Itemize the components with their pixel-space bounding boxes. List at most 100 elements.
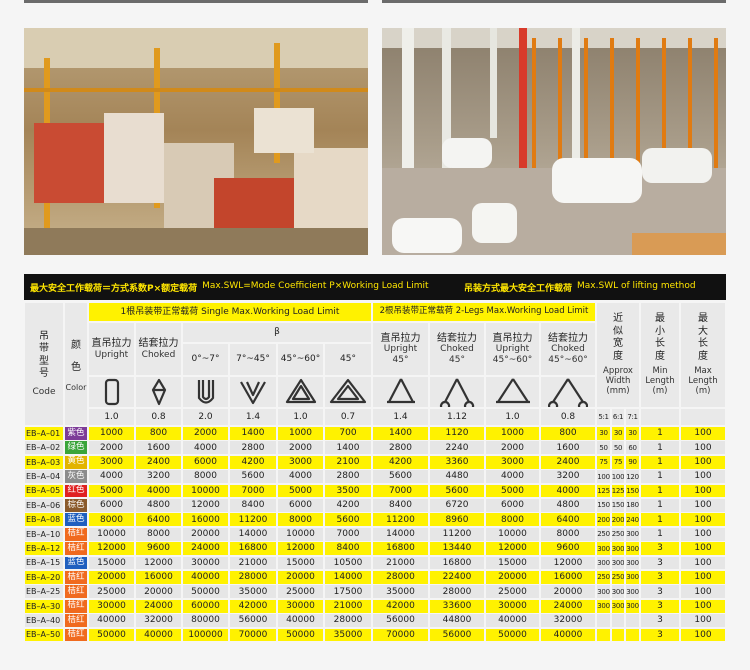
load-value: 12000 <box>553 557 583 568</box>
load-cell: 44800 <box>430 614 484 628</box>
width-cell: 250 <box>597 527 610 541</box>
sling-icon <box>278 377 323 407</box>
banner-part: 最大安全工作载荷＝方式系数P×额定载荷 Max.SWL=Mode Coeffici… <box>30 281 460 294</box>
load-value: 40000 <box>286 615 315 626</box>
load-cell: 21000 <box>325 599 371 613</box>
width-value: 150 <box>626 487 639 496</box>
width-cell: 300 <box>612 599 624 613</box>
coefficient: 0.8 <box>136 409 181 425</box>
max-value: 100 <box>694 557 712 568</box>
load-cell: 1000 <box>278 427 323 440</box>
load-value: 5600 <box>445 485 469 496</box>
load-cell: 20000 <box>183 527 228 541</box>
sling-icon <box>430 377 484 407</box>
load-value: 28000 <box>238 572 268 583</box>
max-cell: 100 <box>681 585 725 599</box>
color-cell: 红色 <box>65 484 87 498</box>
min-value: 3 <box>657 601 663 612</box>
load-value: 4200 <box>336 500 360 511</box>
icon <box>495 378 530 404</box>
coefficient: 1.4 <box>230 409 276 425</box>
load-cell: 40000 <box>89 614 134 628</box>
load-cell: 2100 <box>325 455 371 469</box>
color-cell: 绿色 <box>65 441 87 455</box>
width-value: 300 <box>597 587 610 596</box>
icon-path <box>495 378 530 404</box>
load-cell: 16800 <box>230 542 276 556</box>
load-value: 800 <box>559 428 577 439</box>
coefficient: 2.0 <box>183 409 228 425</box>
code-value: EB–A–08 <box>26 515 61 525</box>
load-value: 4200 <box>241 457 265 468</box>
load-value: 50000 <box>286 629 315 640</box>
load-cell: 4200 <box>373 455 428 469</box>
sling-icon <box>373 377 428 407</box>
load-value: 56000 <box>238 615 268 626</box>
width-value: 125 <box>597 487 610 496</box>
load-cell: 28000 <box>373 571 428 584</box>
load-value: 25000 <box>498 586 527 597</box>
sling-icon <box>230 377 276 407</box>
color-cell: 桔红 <box>65 527 87 541</box>
load-value: 5000 <box>501 485 524 496</box>
code-value: EB–A–06 <box>26 500 61 510</box>
width-value: 250 <box>612 530 624 539</box>
load-value: 4000 <box>501 471 524 482</box>
column-label: 结套拉力 <box>548 332 588 344</box>
load-value: 4200 <box>389 457 412 468</box>
color-value: 桔红 <box>67 614 85 625</box>
width-value: 300 <box>612 587 624 596</box>
load-cell: 4000 <box>89 470 134 484</box>
load-value: 20000 <box>553 586 583 597</box>
coefficient: 1.0 <box>278 409 323 425</box>
load-value: 8000 <box>147 529 170 540</box>
load-value: 14000 <box>386 529 415 540</box>
max-cell: 100 <box>681 556 725 570</box>
color-cell: 灰色 <box>65 470 87 484</box>
icon <box>439 378 475 407</box>
min-cell: 1 <box>641 427 679 440</box>
column-label: 最大长度 <box>698 313 708 362</box>
width-value: 125 <box>612 487 624 496</box>
load-value: 6400 <box>147 514 170 525</box>
min-value: 3 <box>657 615 663 626</box>
load-value: 2000 <box>100 442 123 453</box>
load-cell: 14000 <box>230 527 276 541</box>
load-cell: 1400 <box>373 427 428 440</box>
load-cell: 3000 <box>486 455 539 469</box>
width-cell: 300 <box>612 585 624 599</box>
min-cell: 1 <box>641 441 679 455</box>
min-cell: 3 <box>641 571 679 584</box>
sling-icon <box>136 377 181 407</box>
load-cell: 100000 <box>183 628 228 642</box>
load-value: 9600 <box>147 543 170 554</box>
color-cell: 桔红 <box>65 599 87 613</box>
color-value: 桔红 <box>67 571 85 582</box>
color-value: 黄色 <box>67 456 85 467</box>
coefficient: 0.7 <box>325 409 371 425</box>
column-header: 近似宽度 Approx Width (mm) <box>597 303 639 407</box>
load-cell: 700 <box>325 427 371 440</box>
load-cell: 20000 <box>486 571 539 584</box>
min-cell: 3 <box>641 542 679 556</box>
load-value: 28000 <box>442 586 472 597</box>
column-label: (m) <box>652 385 668 396</box>
width-cell: 300 <box>626 527 639 541</box>
load-cell: 10000 <box>486 527 539 541</box>
load-value: 2240 <box>445 442 469 453</box>
load-value: 21000 <box>238 557 268 568</box>
load-value: 4000 <box>100 471 123 482</box>
load-value: 11200 <box>386 514 415 525</box>
load-cell: 8000 <box>136 527 181 541</box>
load-value: 13440 <box>442 543 472 554</box>
color-cell: 蓝色 <box>65 556 87 570</box>
max-cell: 100 <box>681 527 725 541</box>
width-cell: 300 <box>626 571 639 584</box>
load-cell: 13440 <box>430 542 484 556</box>
load-value: 2100 <box>336 457 360 468</box>
load-value: 8400 <box>241 500 265 511</box>
coefficient: 1.4 <box>373 409 428 425</box>
load-value: 24000 <box>144 601 173 612</box>
column-label: Max Length <box>688 366 718 387</box>
max-cell: 100 <box>681 628 725 642</box>
